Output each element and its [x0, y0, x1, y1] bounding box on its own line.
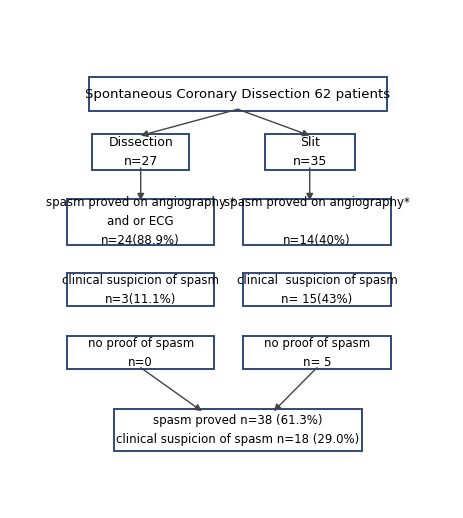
Text: Slit
n=35: Slit n=35 — [292, 136, 326, 168]
Text: no proof of spasm
n=0: no proof of spasm n=0 — [88, 337, 194, 368]
Text: spasm proved on angiography *
and or ECG
n=24(88.9%): spasm proved on angiography * and or ECG… — [46, 196, 235, 247]
FancyBboxPatch shape — [67, 199, 214, 244]
Text: clinical  suspicion of spasm
n= 15(43%): clinical suspicion of spasm n= 15(43%) — [236, 274, 396, 306]
Text: Spontaneous Coronary Dissection 62 patients: Spontaneous Coronary Dissection 62 patie… — [85, 88, 389, 100]
FancyBboxPatch shape — [113, 409, 361, 451]
FancyBboxPatch shape — [88, 77, 386, 111]
FancyBboxPatch shape — [243, 272, 390, 307]
FancyBboxPatch shape — [243, 199, 390, 244]
Text: no proof of spasm
n= 5: no proof of spasm n= 5 — [263, 337, 369, 368]
FancyBboxPatch shape — [243, 336, 390, 369]
Text: spasm proved on angiography*

n=14(40%): spasm proved on angiography* n=14(40%) — [224, 196, 409, 247]
Text: spasm proved n=38 (61.3%)
clinical suspicion of spasm n=18 (29.0%): spasm proved n=38 (61.3%) clinical suspi… — [116, 414, 359, 447]
Text: Dissection
n=27: Dissection n=27 — [108, 136, 173, 168]
Text: clinical suspicion of spasm
n=3(11.1%): clinical suspicion of spasm n=3(11.1%) — [62, 274, 219, 306]
FancyBboxPatch shape — [264, 134, 354, 170]
FancyBboxPatch shape — [67, 336, 214, 369]
FancyBboxPatch shape — [92, 134, 189, 170]
FancyBboxPatch shape — [67, 272, 214, 307]
